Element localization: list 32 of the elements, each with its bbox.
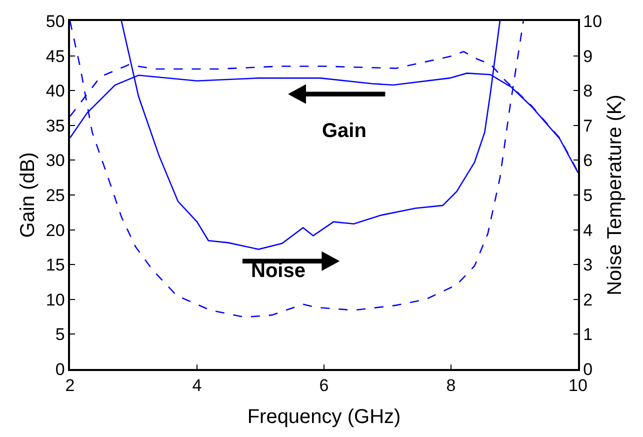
y-tick-label: 30 bbox=[46, 151, 65, 170]
y2-tick-label: 5 bbox=[583, 186, 593, 205]
y2-tick-label: 0 bbox=[583, 360, 593, 379]
y2-tick-label: 7 bbox=[583, 116, 593, 136]
y-tick-label: 35 bbox=[46, 116, 65, 136]
y-tick-label: 25 bbox=[46, 186, 65, 205]
x-tick-label: 6 bbox=[319, 376, 329, 396]
y2-tick-label: 4 bbox=[583, 220, 593, 240]
y2-axis-title: Noise Temperature (K) bbox=[604, 94, 626, 296]
y-tick-label: 15 bbox=[46, 256, 65, 275]
y2-tick-label: 10 bbox=[583, 12, 602, 31]
y-tick-label: 40 bbox=[46, 82, 65, 101]
y2-tick-label: 8 bbox=[583, 82, 593, 101]
x-tick-label: 8 bbox=[446, 376, 456, 396]
y-axis-title: Gain (dB) bbox=[16, 152, 39, 238]
x-tick-label: 4 bbox=[192, 376, 202, 396]
x-axis-title: Frequency (GHz) bbox=[247, 406, 401, 428]
y-tick-label: 50 bbox=[46, 12, 65, 31]
y-tick-label: 45 bbox=[46, 46, 65, 66]
y-tick-label: 5 bbox=[55, 325, 65, 344]
y2-tick-label: 1 bbox=[583, 325, 593, 344]
y-tick-label: 10 bbox=[46, 290, 65, 310]
y2-tick-label: 9 bbox=[583, 46, 593, 66]
annotation: Gain bbox=[322, 120, 366, 142]
y-tick-label: 0 bbox=[55, 360, 65, 379]
annotation: Noise bbox=[251, 260, 306, 282]
x-tick-label: 10 bbox=[568, 376, 588, 396]
y-tick-label: 20 bbox=[46, 220, 65, 240]
x-tick-label: 2 bbox=[65, 376, 75, 396]
y2-tick-label: 2 bbox=[583, 290, 593, 310]
y2-tick-label: 6 bbox=[583, 151, 593, 170]
y2-tick-label: 3 bbox=[583, 256, 593, 275]
